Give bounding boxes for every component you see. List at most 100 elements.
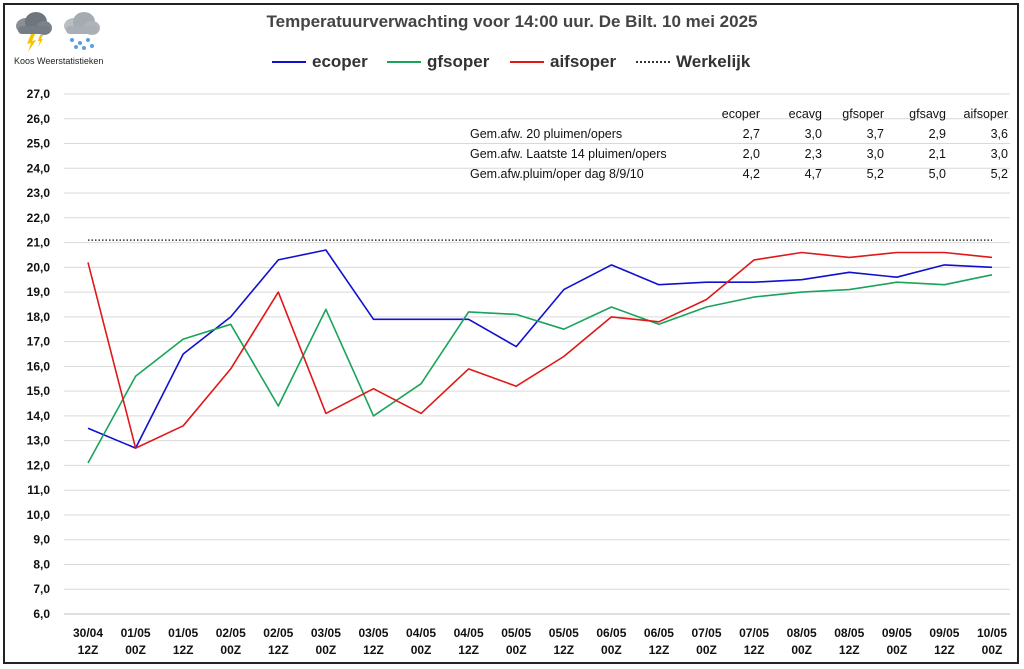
legend-label-aifsoper: aifsoper: [550, 52, 617, 71]
x-tick-label-date: 01/05: [168, 626, 198, 640]
y-tick-label: 13,0: [27, 434, 51, 448]
y-tick-label: 19,0: [27, 285, 51, 299]
y-tick-label: 8,0: [33, 557, 50, 571]
y-tick-label: 7,0: [33, 582, 50, 596]
stats-row: Gem.afw. Laatste 14 pluimen/opers 2,0 2,…: [470, 144, 1008, 164]
x-tick-label-run: 00Z: [316, 643, 337, 657]
x-tick-label-date: 06/05: [596, 626, 626, 640]
x-tick-label-date: 05/05: [501, 626, 531, 640]
snow-cloud-icon: [64, 12, 100, 50]
x-tick-label-run: 12Z: [649, 643, 670, 657]
stats-header: ecavg: [788, 107, 822, 121]
legend: ecoper gfsoper aifsoper Werkelijk: [0, 50, 1024, 74]
legend-label-gfsoper: gfsoper: [427, 52, 490, 71]
x-tick-label-date: 03/05: [358, 626, 388, 640]
x-tick-label-date: 05/05: [549, 626, 579, 640]
legend-label-werkelijk: Werkelijk: [676, 52, 751, 71]
legend-swatch-aifsoper: [510, 61, 544, 63]
x-tick-label-run: 12Z: [363, 643, 384, 657]
stats-cell: 4,2: [742, 167, 760, 181]
y-tick-label: 10,0: [27, 508, 51, 522]
y-tick-label: 12,0: [27, 458, 51, 472]
y-tick-label: 24,0: [27, 161, 51, 175]
y-tick-label: 23,0: [27, 186, 51, 200]
x-tick-label-date: 01/05: [121, 626, 151, 640]
x-tick-label-date: 06/05: [644, 626, 674, 640]
x-tick-label-date: 02/05: [216, 626, 246, 640]
stats-row-label: Gem.afw.pluim/oper dag 8/9/10: [470, 167, 644, 181]
thunder-cloud-icon: [16, 12, 52, 52]
stats-header: aifsoper: [963, 107, 1008, 121]
x-tick-label-run: 12Z: [173, 643, 194, 657]
y-tick-label: 18,0: [27, 310, 51, 324]
x-tick-label-date: 02/05: [263, 626, 293, 640]
x-tick-label-date: 07/05: [739, 626, 769, 640]
series-line-aifsoper: [87, 251, 993, 449]
x-tick-label-date: 08/05: [834, 626, 864, 640]
chart-title: Temperatuurverwachting voor 14:00 uur. D…: [266, 12, 758, 31]
stats-header-row: ecoper ecavg gfsoper gfsavg aifsoper: [470, 104, 1008, 124]
y-tick-label: 15,0: [27, 384, 51, 398]
x-tick-label-run: 12Z: [553, 643, 574, 657]
y-tick-label: 25,0: [27, 137, 51, 151]
stats-header: gfsavg: [909, 107, 946, 121]
x-tick-label-run: 00Z: [601, 643, 622, 657]
x-tick-label-run: 00Z: [886, 643, 907, 657]
x-tick-label-date: 04/05: [454, 626, 484, 640]
chart-frame: [3, 3, 1019, 664]
x-tick-label-date: 08/05: [787, 626, 817, 640]
stats-header: ecoper: [721, 107, 760, 121]
x-tick-label-run: 12Z: [744, 643, 765, 657]
x-tick-label-run: 00Z: [506, 643, 527, 657]
x-tick-label-date: 09/05: [929, 626, 959, 640]
y-tick-label: 17,0: [27, 335, 51, 349]
x-tick-label-run: 12Z: [934, 643, 955, 657]
x-tick-label-run: 00Z: [982, 643, 1003, 657]
stats-cell: 4,7: [804, 167, 822, 181]
stats-cell: 2,1: [928, 147, 946, 161]
stats-cell: 2,7: [742, 127, 760, 141]
stats-cell: 3,0: [990, 147, 1008, 161]
stats-cell: 2,9: [928, 127, 946, 141]
stats-row: Gem.afw. 20 pluimen/opers 2,7 3,0 3,7 2,…: [470, 124, 1008, 144]
stats-row-label: Gem.afw. Laatste 14 pluimen/opers: [470, 147, 667, 161]
y-tick-label: 6,0: [33, 607, 50, 621]
x-tick-label-date: 07/05: [692, 626, 722, 640]
x-tick-label-run: 12Z: [78, 643, 99, 657]
y-tick-label: 20,0: [27, 260, 51, 274]
stats-cell: 3,6: [990, 127, 1008, 141]
x-tick-label-run: 00Z: [411, 643, 432, 657]
stats-cell: 3,0: [866, 147, 884, 161]
y-axis-ticks: 6,0 7,0 8,0 9,0 10,0 11,0 12,0 13,0 14,0 15,0 16,0…: [27, 87, 51, 621]
x-tick-label-run: 00Z: [125, 643, 146, 657]
stats-cell: 2,0: [742, 147, 760, 161]
x-tick-label-date: 10/05: [977, 626, 1007, 640]
x-tick-label-run: 12Z: [268, 643, 289, 657]
stats-cell: 3,7: [866, 127, 884, 141]
x-axis-ticks: 30/04 12Z 01/05 00Z 01/05 12Z 02/05 00Z 02/05 12Z…: [73, 626, 1007, 657]
x-tick-label-run: 00Z: [791, 643, 812, 657]
stats-row-label: Gem.afw. 20 pluimen/opers: [470, 127, 623, 141]
legend-swatch-gfsoper: [387, 61, 421, 63]
logo: [12, 8, 122, 68]
stats-row: Gem.afw.pluim/oper dag 8/9/10 4,2 4,7 5,…: [470, 164, 1008, 184]
y-tick-label: 27,0: [27, 87, 51, 101]
stats-table: ecoper ecavg gfsoper gfsavg aifsoper Gem…: [470, 104, 1010, 184]
stats-header: gfsoper: [842, 107, 884, 121]
y-tick-label: 11,0: [27, 483, 50, 497]
stats-cell: 2,3: [804, 147, 822, 161]
x-tick-label-run: 12Z: [839, 643, 860, 657]
stats-cell: 5,0: [928, 167, 946, 181]
y-tick-label: 21,0: [27, 236, 51, 250]
y-tick-label: 9,0: [33, 533, 50, 547]
y-tick-label: 16,0: [27, 359, 51, 373]
y-tick-label: 26,0: [27, 112, 51, 126]
legend-label-ecoper: ecoper: [312, 52, 368, 71]
x-tick-label-run: 00Z: [696, 643, 717, 657]
stats-cell: 5,2: [866, 167, 884, 181]
series-line-gfsoper: [87, 274, 993, 464]
x-tick-label-run: 12Z: [458, 643, 479, 657]
x-tick-label-run: 00Z: [220, 643, 241, 657]
legend-swatch-ecoper: [272, 61, 306, 63]
